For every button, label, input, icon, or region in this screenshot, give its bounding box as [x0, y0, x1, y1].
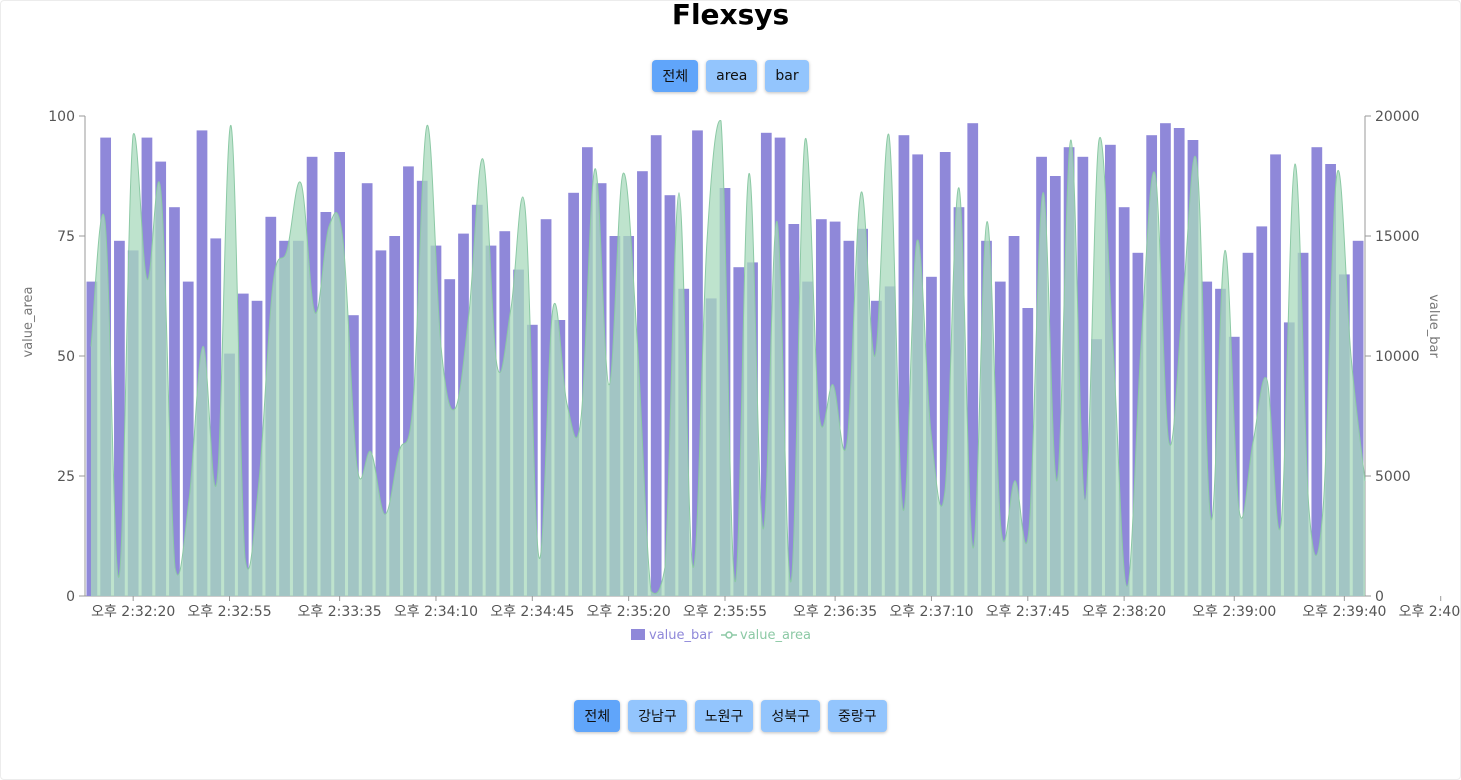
y-left-tick-label: 50 [57, 349, 75, 365]
legend-label-value-bar[interactable]: value_bar [649, 628, 713, 643]
x-tick-label: 오후 2:33:35 [298, 604, 382, 620]
x-tick-label: 오후 2:37:10 [889, 604, 973, 620]
bar-value-bar[interactable] [568, 192, 579, 597]
bar-value-bar[interactable] [1049, 176, 1061, 596]
district-filter-button-3[interactable]: 성북구 [761, 700, 821, 732]
x-tick-label: 오후 2:37:45 [986, 604, 1070, 620]
bar-value-bar[interactable] [114, 240, 125, 597]
chart-filter-button-2[interactable]: bar [765, 60, 809, 92]
chart-filter-button-1[interactable]: area [706, 60, 758, 92]
page-title: Flexsys [671, 0, 790, 31]
bar-value-bar[interactable] [692, 130, 703, 596]
bar-value-bar[interactable] [361, 183, 373, 596]
district-filter-group: 전체 강남구 노원구 성북구 중랑구 [0, 700, 1461, 732]
chart-legend: value_bar value_area [631, 628, 811, 643]
y-right-tick-label: 15000 [1375, 229, 1420, 245]
bar-value-bar[interactable] [540, 219, 552, 596]
bar-value-bar[interactable] [815, 219, 827, 596]
bar-value-bar[interactable] [1008, 236, 1020, 596]
bar-value-bar[interactable] [1352, 240, 1364, 597]
bar-value-bar[interactable] [251, 300, 263, 596]
y-left-tick-label: 0 [66, 589, 75, 605]
bar-value-bar[interactable] [733, 267, 745, 596]
y-right-tick-label: 20000 [1375, 109, 1420, 125]
bar-value-bar[interactable] [967, 123, 979, 596]
chart-type-filter-group: 전체 area bar [0, 60, 1461, 92]
district-filter-button-1[interactable]: 강남구 [628, 700, 687, 732]
y-right-tick-label: 5000 [1375, 469, 1411, 485]
y-axis-left-title: value_area [21, 287, 36, 358]
district-filter-button-0[interactable]: 전체 [574, 700, 621, 732]
x-tick-label: 오후 2:32:55 [187, 604, 271, 620]
combo-chart: 오후 2:32:20 오후 2:32:55 오후 2:33:35 오후 2:34:10… [21, 109, 1461, 643]
bar-value-bar[interactable] [1118, 207, 1130, 596]
bar-value-bar[interactable] [169, 207, 180, 596]
legend-swatch-value-area-dot[interactable] [725, 631, 733, 639]
bar-value-bar[interactable] [237, 293, 249, 596]
x-tick-label: 오후 2:35:55 [683, 604, 767, 620]
bar-value-bar[interactable] [1077, 156, 1089, 597]
bar-value-bar[interactable] [1270, 154, 1281, 596]
x-axis: 오후 2:32:20 오후 2:32:55 오후 2:33:35 오후 2:34:10… [91, 596, 1461, 620]
x-tick-label: 오후 2:36:35 [793, 604, 877, 620]
bar-value-bar[interactable] [210, 238, 222, 596]
y-axis-left: 0 25 50 75 100 [48, 109, 85, 605]
y-left-tick-label: 100 [48, 109, 75, 125]
x-tick-label: 오후 2:38:20 [1082, 604, 1166, 620]
legend-swatch-value-bar[interactable] [631, 629, 645, 640]
y-left-tick-label: 75 [57, 229, 75, 245]
x-tick-label: 오후 2:39:00 [1192, 604, 1276, 620]
bar-value-bar[interactable] [375, 250, 387, 596]
bar-value-bar[interactable] [898, 135, 910, 596]
x-tick-label: 오후 2:39:40 [1302, 604, 1386, 620]
y-right-tick-label: 0 [1375, 589, 1384, 605]
bar-value-bar[interactable] [1160, 123, 1171, 596]
value-area-series [90, 120, 1366, 596]
y-axis-right: 0 5000 10000 15000 20000 [1365, 109, 1420, 605]
bar-value-bar[interactable] [182, 281, 194, 596]
bar-value-bar[interactable] [788, 224, 800, 596]
bar-value-bar[interactable] [939, 152, 951, 596]
chart-filter-button-0[interactable]: 전체 [652, 60, 699, 92]
bar-value-bar[interactable] [403, 166, 414, 596]
y-left-tick-label: 25 [57, 469, 75, 485]
bar-value-bar[interactable] [389, 236, 401, 596]
x-tick-label: 오후 2:32:20 [91, 604, 175, 620]
x-tick-label: 오후 2:35:20 [587, 604, 671, 620]
bar-value-bar[interactable] [1242, 252, 1254, 597]
area-line-value-area [90, 120, 1366, 595]
x-tick-label: 오후 2:34:10 [394, 604, 478, 620]
bar-value-bar[interactable] [760, 132, 772, 597]
x-tick-label: 오후 2:40:15 [1399, 604, 1461, 620]
y-axis-right-title: value_bar [1426, 294, 1441, 358]
bar-value-bar[interactable] [637, 171, 648, 596]
y-right-tick-label: 10000 [1375, 349, 1420, 365]
bar-value-bar[interactable] [994, 281, 1006, 596]
bar-value-bar[interactable] [1311, 147, 1323, 596]
bar-value-bar[interactable] [1022, 308, 1034, 596]
x-tick-label: 오후 2:34:45 [490, 604, 574, 620]
legend-label-value-area[interactable]: value_area [740, 628, 811, 643]
district-filter-button-2[interactable]: 노원구 [694, 700, 754, 732]
bar-value-bar[interactable] [650, 135, 662, 596]
district-filter-button-4[interactable]: 중랑구 [828, 700, 887, 732]
bar-value-bar[interactable] [664, 195, 676, 596]
